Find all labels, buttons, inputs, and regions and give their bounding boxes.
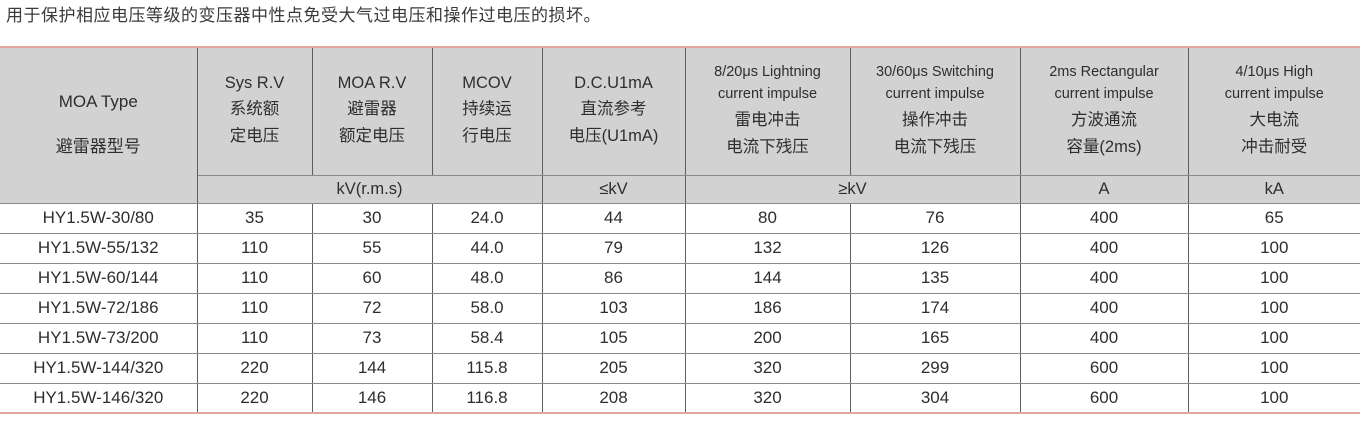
value-cell: 24.0 (431, 202, 543, 234)
value-cell: 44 (541, 202, 686, 234)
col-header-moa-rated-voltage: MOA R.V 避雷器 额定电压 (311, 47, 433, 176)
unit-le-kv: ≤kV (541, 175, 686, 204)
value-cell: 205 (541, 352, 686, 384)
value-cell: 58.0 (431, 292, 543, 324)
value-cell: 132 (684, 232, 851, 264)
table-row: HY1.5W-73/200 110 73 58.4 105 200 165 400 100 (0, 322, 1360, 354)
table-body: HY1.5W-30/80 35 30 24.0 44 80 76 400 65 HY1.5W-55… (0, 202, 1360, 413)
value-cell: 220 (196, 352, 313, 384)
col-header-moa-type: MOA Type 避雷器型号 (0, 47, 198, 204)
col-header-high-current-impulse: 4/10μs High current impulse 大电流 冲击耐受 (1187, 47, 1360, 176)
value-cell: 76 (849, 202, 1021, 234)
value-cell: 55 (311, 232, 433, 264)
value-cell: 65 (1187, 202, 1360, 234)
table-row: HY1.5W-60/144 110 60 48.0 86 144 135 400 100 (0, 262, 1360, 294)
value-cell: 174 (849, 292, 1021, 324)
table-row: HY1.5W-144/320 220 144 115.8 205 320 299 600 100 (0, 352, 1360, 384)
value-cell: 30 (311, 202, 433, 234)
table-row: HY1.5W-72/186 110 72 58.0 103 186 174 400 100 (0, 292, 1360, 324)
col-header-switching-impulse: 30/60μs Switching current impulse 操作冲击 电… (849, 47, 1021, 176)
value-cell: 100 (1187, 232, 1360, 264)
value-cell: 320 (684, 382, 851, 413)
value-cell: 135 (849, 262, 1021, 294)
moa-type-cell: HY1.5W-146/320 (0, 382, 198, 413)
moa-spec-table: MOA Type 避雷器型号 Sys R.V 系统额 定电压 MOA R.V 避… (0, 46, 1360, 414)
value-cell: 60 (311, 262, 433, 294)
header-row: MOA Type 避雷器型号 Sys R.V 系统额 定电压 MOA R.V 避… (0, 47, 1360, 204)
value-cell: 80 (684, 202, 851, 234)
moa-type-cell: HY1.5W-144/320 (0, 352, 198, 384)
value-cell: 400 (1019, 322, 1189, 354)
moa-type-cell: HY1.5W-72/186 (0, 292, 198, 324)
value-cell: 400 (1019, 232, 1189, 264)
value-cell: 165 (849, 322, 1021, 354)
moa-type-cell: HY1.5W-73/200 (0, 322, 198, 354)
moa-type-cell: HY1.5W-55/132 (0, 232, 198, 264)
value-cell: 110 (196, 292, 313, 324)
table-header: MOA Type 避雷器型号 Sys R.V 系统额 定电压 MOA R.V 避… (0, 47, 1360, 204)
unit-kv-rms: kV(r.m.s) (197, 175, 543, 204)
value-cell: 299 (849, 352, 1021, 384)
value-cell: 400 (1019, 262, 1189, 294)
page-description: 用于保护相应电压等级的变压器中性点免受大气过电压和操作过电压的损坏。 (6, 6, 601, 25)
value-cell: 126 (849, 232, 1021, 264)
moa-type-cell: HY1.5W-30/80 (0, 202, 198, 234)
value-cell: 116.8 (431, 382, 543, 413)
col-header-sys-rated-voltage: Sys R.V 系统额 定电压 (196, 47, 313, 176)
value-cell: 400 (1019, 202, 1189, 234)
value-cell: 100 (1187, 382, 1360, 413)
value-cell: 144 (311, 352, 433, 384)
col-header-mcov: MCOV 持续运 行电压 (431, 47, 543, 176)
col-header-rectangular-impulse: 2ms Rectangular current impulse 方波通流 容量(… (1019, 47, 1189, 176)
col-header-moa-type-en: MOA Type (58, 91, 138, 111)
value-cell: 144 (684, 262, 851, 294)
moa-type-cell: HY1.5W-60/144 (0, 262, 198, 294)
value-cell: 100 (1187, 352, 1360, 384)
value-cell: 48.0 (431, 262, 543, 294)
table-row: HY1.5W-146/320 220 146 116.8 208 320 304 600 100 (0, 382, 1360, 413)
value-cell: 200 (684, 322, 851, 354)
unit-ge-kv: ≥kV (684, 175, 1021, 204)
table-row: HY1.5W-55/132 110 55 44.0 79 132 126 400 100 (0, 232, 1360, 264)
value-cell: 146 (311, 382, 433, 413)
value-cell: 100 (1187, 322, 1360, 354)
value-cell: 220 (196, 382, 313, 413)
value-cell: 110 (196, 262, 313, 294)
value-cell: 103 (541, 292, 686, 324)
value-cell: 186 (684, 292, 851, 324)
unit-amp: A (1019, 175, 1189, 204)
value-cell: 58.4 (431, 322, 543, 354)
value-cell: 110 (196, 232, 313, 264)
value-cell: 86 (541, 262, 686, 294)
value-cell: 400 (1019, 292, 1189, 324)
value-cell: 600 (1019, 352, 1189, 384)
value-cell: 73 (311, 322, 433, 354)
col-header-moa-type-zh: 避雷器型号 (55, 136, 141, 156)
value-cell: 100 (1187, 292, 1360, 324)
col-header-lightning-impulse: 8/20μs Lightning current impulse 雷电冲击 电流… (684, 47, 851, 176)
value-cell: 105 (541, 322, 686, 354)
col-header-dc-u1ma: D.C.U1mA 直流参考 电压(U1mA) (541, 47, 686, 176)
value-cell: 100 (1187, 262, 1360, 294)
unit-kilo-amp: kA (1187, 175, 1360, 204)
value-cell: 115.8 (431, 352, 543, 384)
table-row: HY1.5W-30/80 35 30 24.0 44 80 76 400 65 (0, 202, 1360, 234)
value-cell: 304 (849, 382, 1021, 413)
value-cell: 44.0 (431, 232, 543, 264)
units-row: kV(r.m.s) ≤kV ≥kV A kA (0, 175, 1360, 204)
value-cell: 600 (1019, 382, 1189, 413)
value-cell: 110 (196, 322, 313, 354)
value-cell: 320 (684, 352, 851, 384)
value-cell: 35 (196, 202, 313, 234)
value-cell: 79 (541, 232, 686, 264)
value-cell: 72 (311, 292, 433, 324)
value-cell: 208 (541, 382, 686, 413)
